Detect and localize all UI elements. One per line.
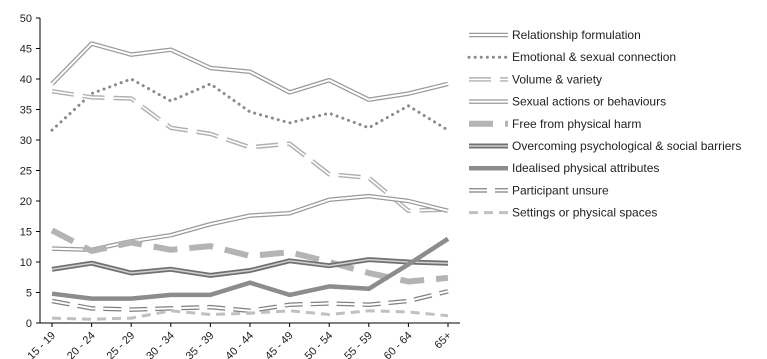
- y-tick-label: 15: [20, 227, 32, 239]
- series-line: [51, 90, 449, 212]
- data-point: [407, 311, 410, 314]
- data-point: [288, 309, 291, 312]
- y-tick-label: 5: [26, 288, 32, 300]
- x-tick-label: 40 - 44: [223, 330, 256, 359]
- series-line: [51, 289, 449, 314]
- data-point: [447, 129, 450, 132]
- x-tick-label: 30 - 34: [144, 330, 177, 359]
- y-tick-label: 35: [20, 105, 32, 117]
- y-tick-label: 0: [26, 318, 32, 330]
- legend-label: Settings or physical spaces: [512, 206, 657, 220]
- legend-label: Free from physical harm: [512, 117, 641, 131]
- legend-label: Relationship formulation: [512, 28, 641, 42]
- legend-item: Relationship formulation: [469, 28, 641, 42]
- legend-item: Overcoming psychological & social barrie…: [469, 139, 741, 153]
- series-line: [51, 236, 450, 301]
- x-tick-label: 20 - 24: [65, 330, 98, 359]
- data-point: [407, 300, 410, 303]
- legend-label: Participant unsure: [512, 183, 609, 197]
- y-tick-label: 50: [20, 13, 32, 25]
- y-tick-label: 10: [20, 257, 32, 269]
- y-tick-label: 40: [20, 74, 32, 86]
- series-7: [51, 289, 449, 314]
- x-tick-label: 25 - 29: [105, 330, 138, 359]
- legend-label: Emotional & sexual connection: [512, 50, 676, 64]
- data-point: [288, 251, 291, 254]
- series-line: [51, 88, 449, 214]
- legend-label: Overcoming psychological & social barrie…: [512, 139, 741, 153]
- x-tick-label: 35 - 39: [184, 330, 217, 359]
- legend-label: Volume & variety: [512, 72, 602, 86]
- x-tick-label: 50 - 54: [303, 330, 336, 359]
- series-2: [51, 88, 449, 214]
- series-line: [51, 193, 449, 253]
- series-layer: [50, 41, 450, 321]
- series-line: [51, 258, 449, 277]
- series-line: [51, 290, 449, 312]
- series-line: [50, 77, 450, 132]
- y-tick-label: 30: [20, 135, 32, 147]
- series-3: [51, 193, 449, 253]
- y-tick-label: 20: [20, 196, 32, 208]
- series-1: [50, 77, 450, 132]
- x-tick-label: 65+: [432, 330, 454, 352]
- x-tick-label: 55 - 59: [342, 330, 375, 359]
- series-0: [50, 41, 449, 102]
- series-line: [50, 227, 449, 285]
- series-line: [51, 42, 449, 101]
- series-4: [50, 227, 449, 285]
- legend-item: Volume & variety: [469, 72, 602, 86]
- legend-item: Sexual actions or behaviours: [469, 95, 666, 109]
- legend-label: Idealised physical attributes: [512, 161, 659, 175]
- legend-item: Participant unsure: [469, 183, 609, 197]
- data-point: [249, 146, 252, 149]
- legend-item: Emotional & sexual connection: [467, 50, 676, 64]
- series-6: [51, 236, 450, 301]
- x-tick-label: 15 - 19: [25, 330, 58, 359]
- x-tick-label: 45 - 49: [263, 330, 296, 359]
- legend-item: Idealised physical attributes: [469, 161, 659, 175]
- y-tick-label: 45: [20, 44, 32, 56]
- series-line: [51, 195, 449, 251]
- series-line: [51, 309, 449, 321]
- y-tick-label: 25: [20, 166, 32, 178]
- chart-legend: Relationship formulation Emotional & sexu…: [467, 28, 741, 220]
- series-5: [51, 257, 449, 278]
- x-tick-label: 60 - 64: [382, 330, 415, 359]
- legend-item: Free from physical harm: [469, 117, 641, 131]
- data-point: [249, 255, 252, 258]
- data-point: [328, 261, 331, 264]
- series-8: [51, 309, 449, 321]
- legend-item: Settings or physical spaces: [469, 206, 657, 220]
- legend-label: Sexual actions or behaviours: [512, 95, 666, 109]
